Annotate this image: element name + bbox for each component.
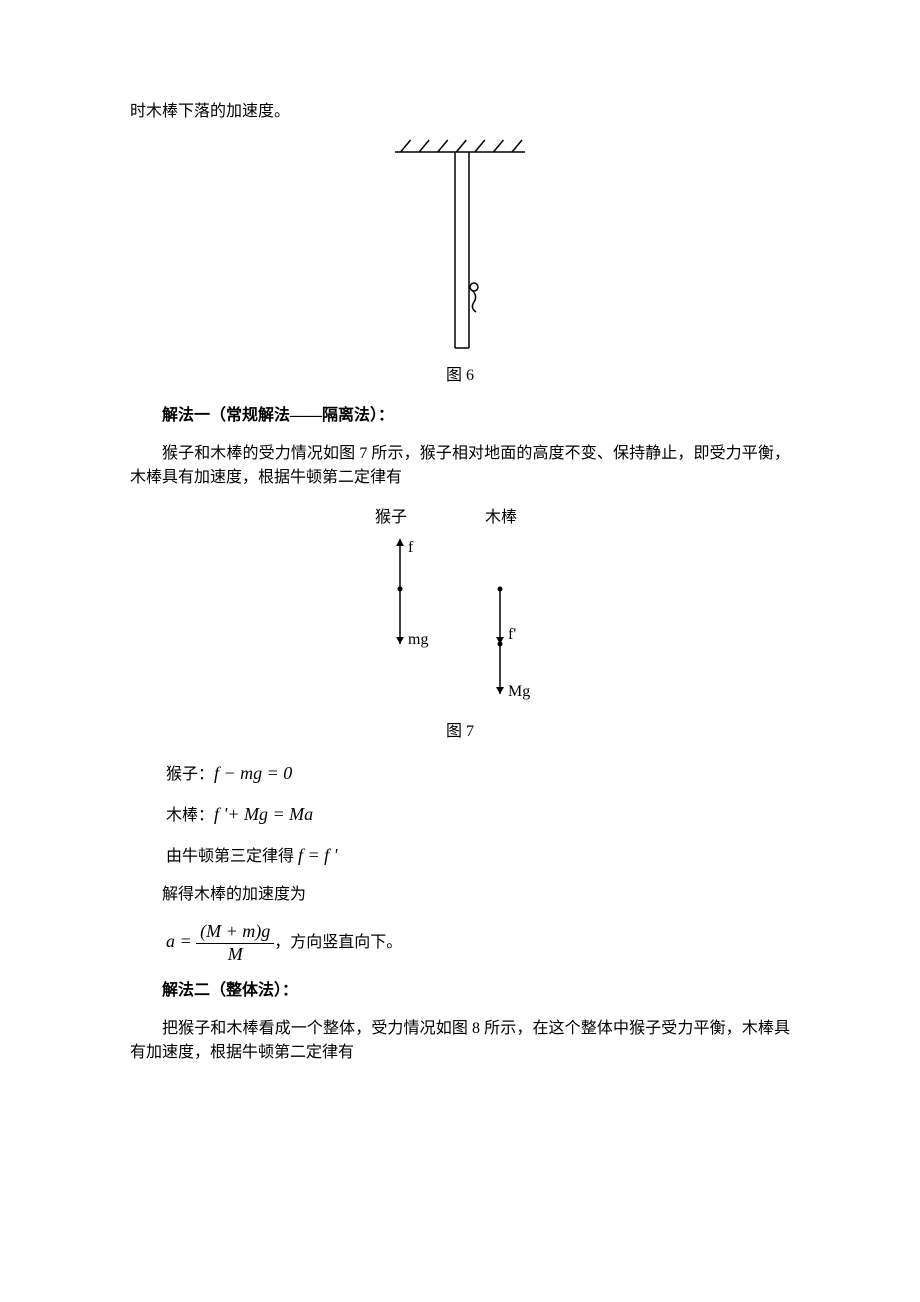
eq-rod: 木棒：f '+ Mg = Ma [166,801,790,828]
solve-line: 解得木棒的加速度为 [130,883,790,907]
figure-7: 猴子 木棒 f mg f' Mg [130,504,790,714]
svg-text:f': f' [508,626,516,643]
method-1-para: 猴子和木棒的受力情况如图 7 所示，猴子相对地面的高度不变、保持静止，即受力平衡… [130,442,790,490]
eq-accel: a = (M + m)gM，方向竖直向下。 [166,921,790,965]
figure-6-caption: 图 6 [130,364,790,388]
eq-monkey-math: f − mg = 0 [214,763,292,783]
eq-monkey-prefix: 猴子： [166,766,214,783]
svg-text:Mg: Mg [508,683,530,700]
intro-line: 时木棒下落的加速度。 [130,100,790,124]
figure-6-svg [375,138,545,358]
eq-monkey: 猴子：f − mg = 0 [166,760,790,787]
eq-rod-math: f '+ Mg = Ma [214,804,313,824]
figure-7-caption: 图 7 [130,720,790,744]
eq-accel-frac: (M + m)gM [196,921,274,965]
eq-newton3: 由牛顿第三定律得 f = f ' [166,842,790,869]
svg-text:木棒: 木棒 [485,508,517,526]
svg-text:猴子: 猴子 [375,508,407,526]
eq-newton3-math: f = f ' [298,845,338,865]
svg-text:mg: mg [408,631,428,648]
page: 时木棒下落的加速度。 图 6 解法一（常规解法——隔离法）： 猴子和木棒的受力情… [0,0,920,1139]
eq-accel-den: M [196,944,274,966]
eq-accel-num: (M + m)g [196,921,274,944]
figure-7-svg: 猴子 木棒 f mg f' Mg [330,504,590,714]
eq-accel-prefix: a = [166,931,196,951]
method-1-title: 解法一（常规解法——隔离法）： [130,404,790,428]
method-2-para: 把猴子和木棒看成一个整体，受力情况如图 8 所示，在这个整体中猴子受力平衡，木棒… [130,1017,790,1065]
eq-newton3-prefix: 由牛顿第三定律得 [166,848,298,865]
svg-text:f: f [408,539,414,556]
eq-rod-prefix: 木棒： [166,807,214,824]
figure-6 [130,138,790,358]
eq-accel-suffix: ，方向竖直向下。 [274,934,402,951]
method-2-title: 解法二（整体法）： [130,979,790,1003]
